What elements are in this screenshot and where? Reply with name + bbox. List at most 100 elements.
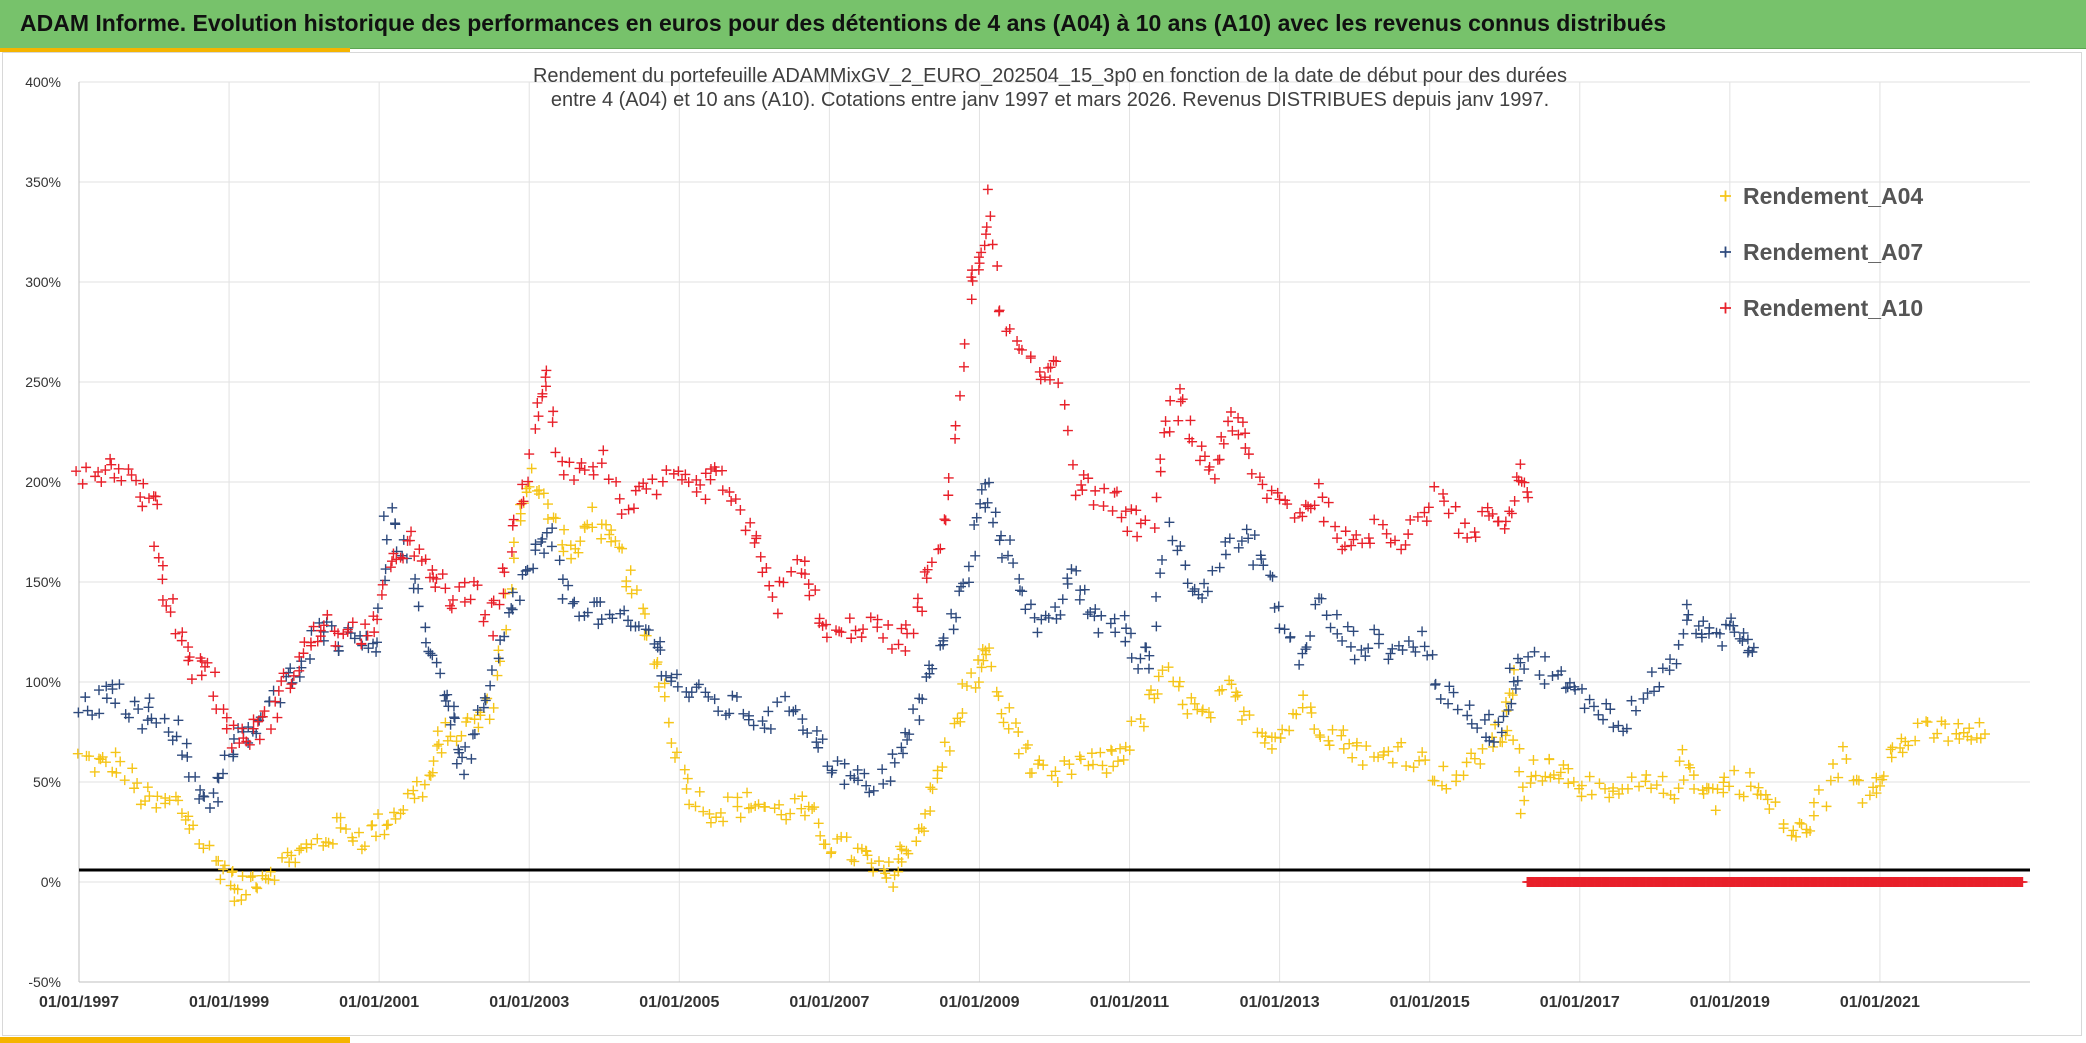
data-point	[530, 539, 541, 550]
data-point	[488, 595, 499, 606]
data-point	[1381, 528, 1392, 539]
data-point	[347, 832, 358, 843]
data-point	[1022, 739, 1033, 750]
data-point	[722, 792, 733, 803]
data-point	[151, 802, 162, 813]
series-rendement-a04	[72, 463, 1990, 907]
data-point	[927, 784, 938, 795]
data-point	[900, 619, 911, 630]
data-point	[1506, 698, 1517, 709]
data-point	[1678, 628, 1689, 639]
data-point	[1500, 516, 1511, 527]
data-point	[557, 456, 568, 467]
data-point	[977, 644, 988, 655]
data-point	[967, 275, 978, 286]
data-point	[1522, 487, 1533, 497]
data-point	[623, 504, 634, 515]
data-point	[1189, 698, 1200, 709]
data-point	[764, 580, 775, 591]
data-point	[979, 240, 990, 251]
data-point	[686, 687, 697, 698]
data-point	[1626, 772, 1637, 783]
data-point	[294, 665, 305, 676]
data-point	[1020, 604, 1031, 615]
data-point	[1331, 609, 1342, 620]
data-point	[1719, 772, 1730, 783]
data-point	[1118, 754, 1129, 765]
data-point	[790, 704, 801, 715]
data-point	[877, 764, 888, 775]
data-point	[587, 522, 598, 533]
data-point	[1681, 599, 1692, 610]
data-point	[1579, 703, 1590, 714]
data-point	[1665, 654, 1676, 665]
data-point	[129, 696, 140, 707]
data-point	[611, 476, 622, 487]
data-point	[1710, 805, 1721, 816]
data-point	[564, 457, 575, 468]
data-point	[1160, 416, 1171, 427]
data-point	[893, 639, 904, 650]
data-point	[1868, 782, 1879, 793]
data-point	[298, 648, 309, 659]
data-point	[379, 829, 390, 840]
data-point	[943, 490, 954, 501]
data-point	[294, 845, 305, 856]
data-point	[982, 184, 993, 195]
data-point	[1106, 744, 1117, 755]
data-point	[1265, 570, 1276, 581]
data-point	[1714, 628, 1725, 639]
data-point	[896, 742, 907, 753]
data-point	[1085, 607, 1096, 618]
data-point	[582, 607, 593, 618]
data-point	[1013, 727, 1024, 738]
data-point	[1182, 578, 1193, 589]
data-point	[1417, 747, 1428, 758]
data-point	[638, 478, 649, 489]
data-point	[1974, 717, 1985, 728]
data-point	[1356, 644, 1367, 655]
data-point	[1516, 476, 1527, 487]
data-point	[1109, 613, 1120, 624]
data-point	[832, 756, 843, 767]
data-point	[1077, 485, 1088, 496]
data-point	[419, 779, 430, 790]
data-point	[110, 698, 121, 709]
data-point	[2017, 877, 2028, 887]
data-point	[1240, 442, 1251, 453]
data-point	[480, 695, 491, 706]
data-point	[1327, 724, 1338, 735]
data-point	[1339, 541, 1350, 552]
data-point	[575, 536, 586, 547]
data-point	[244, 739, 255, 750]
data-point	[1669, 793, 1680, 804]
data-point	[1348, 626, 1359, 637]
data-point	[679, 764, 690, 775]
data-point	[1443, 698, 1454, 709]
data-point	[1079, 584, 1090, 595]
data-point	[735, 504, 746, 515]
data-point	[628, 503, 639, 514]
data-point	[160, 792, 171, 803]
data-point	[107, 766, 118, 777]
data-point	[248, 723, 259, 734]
data-point	[1805, 825, 1816, 836]
data-point	[1313, 478, 1324, 489]
data-point	[885, 776, 896, 787]
data-point	[524, 481, 535, 492]
data-point	[1324, 740, 1335, 751]
data-point	[532, 397, 543, 408]
data-point	[799, 810, 810, 821]
data-point	[802, 728, 813, 739]
data-point	[641, 483, 652, 494]
data-point	[138, 478, 149, 489]
data-point	[557, 539, 568, 550]
data-point	[825, 848, 836, 859]
data-point	[958, 361, 969, 372]
data-point	[518, 496, 529, 507]
data-point	[208, 691, 219, 702]
data-point	[1940, 719, 1951, 730]
data-point	[359, 841, 370, 852]
data-point	[774, 799, 785, 810]
data-point	[1738, 627, 1749, 638]
